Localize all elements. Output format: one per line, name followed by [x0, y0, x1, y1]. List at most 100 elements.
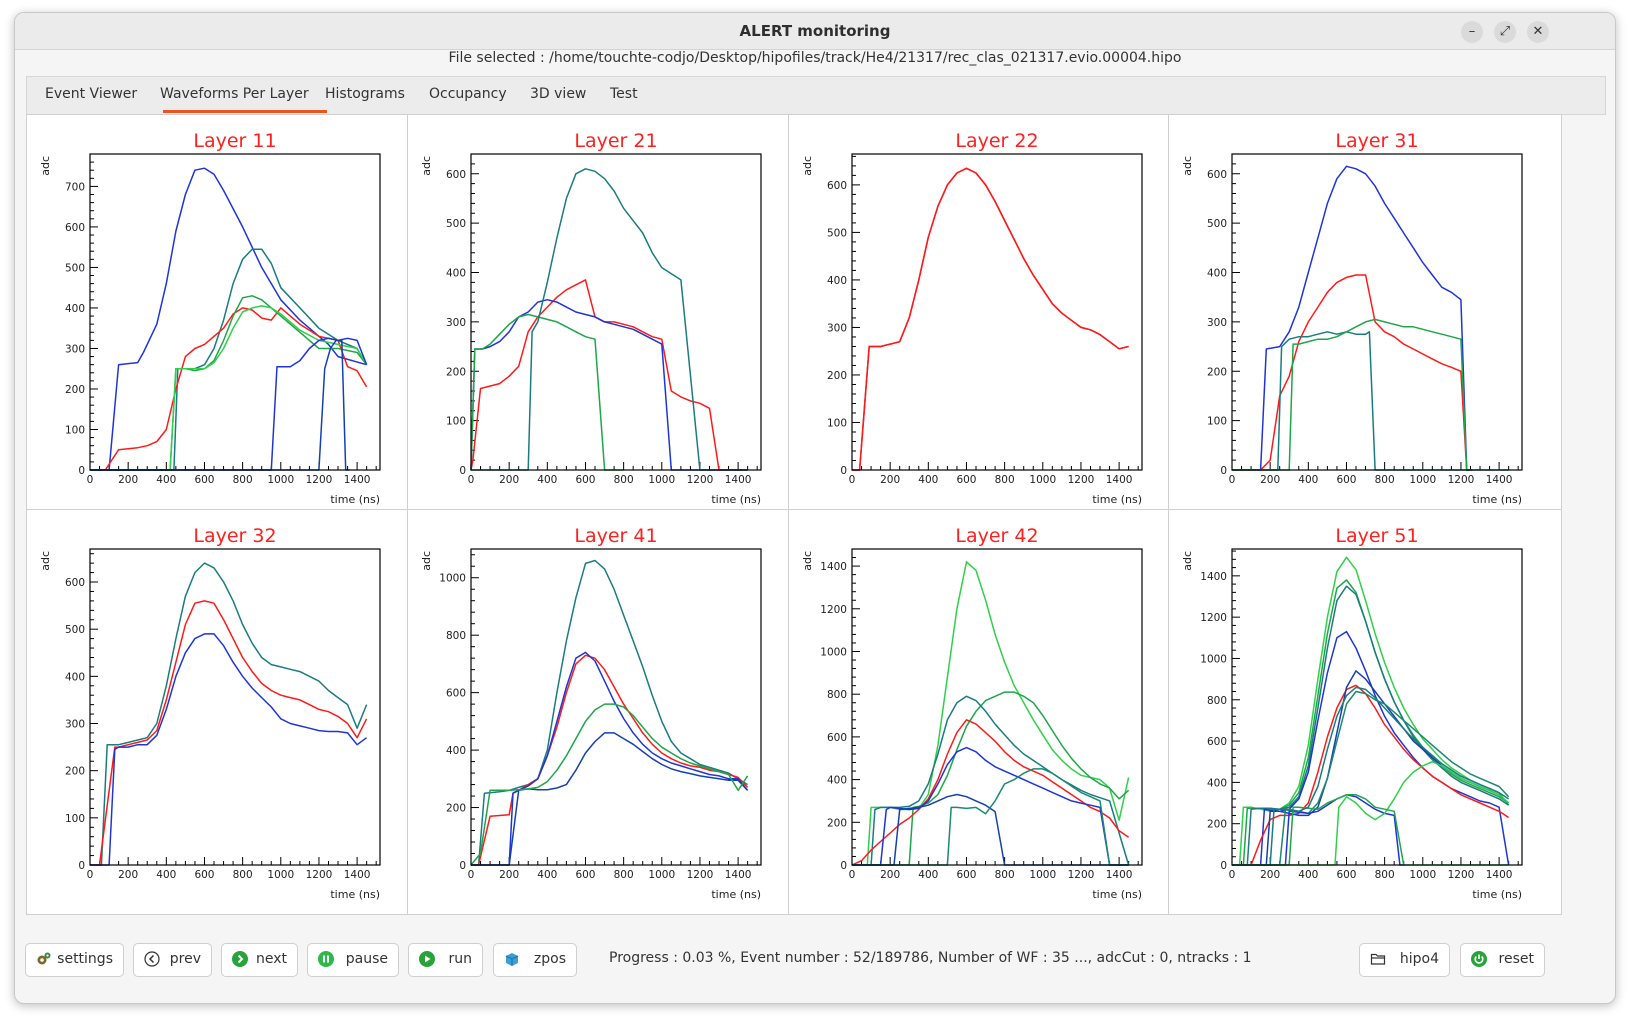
y-tick-label: 100 [65, 424, 85, 436]
series-line-3 [852, 695, 1130, 866]
cube-icon [505, 953, 519, 966]
y-tick-label: 500 [827, 227, 847, 239]
x-tick-label: 400 [156, 474, 176, 486]
y-tick-label: 1000 [439, 573, 466, 585]
x-tick-label: 1000 [1029, 474, 1056, 486]
y-tick-label: 400 [65, 303, 85, 315]
run-button[interactable]: run [408, 943, 483, 977]
chevron-left-icon [144, 951, 160, 967]
tab-occupancy[interactable]: Occupancy [429, 86, 507, 102]
prev-button[interactable]: prev [133, 943, 212, 977]
y-tick-label: 200 [827, 370, 847, 382]
plot-frame [851, 153, 1143, 471]
x-tick-label: 400 [537, 474, 557, 486]
chart-title: Layer 32 [193, 525, 276, 547]
y-tick-label: 700 [65, 181, 85, 193]
tab-3d-view[interactable]: 3D view [530, 86, 587, 102]
reset-button[interactable]: reset [1460, 943, 1545, 977]
maximize-icon[interactable]: ⤢ [1494, 21, 1516, 43]
y-tick-label: 600 [1207, 169, 1227, 181]
chart-panel-layer-11[interactable]: Layer 11 0 200 400 600 800 1000 1200 1400 0 100 200… [26, 114, 420, 520]
x-tick-label: 1200 [1448, 869, 1475, 881]
chart-layer-21: Layer 21 0 200 400 600 800 1000 1200 1400 0 100 200… [420, 130, 762, 506]
tab-histograms[interactable]: Histograms [325, 86, 405, 102]
next-button[interactable]: next [221, 943, 298, 977]
chart-layer-51: Layer 51 0 200 400 600 800 1000 1200 1400 0 200 400… [1181, 525, 1523, 901]
window-title: ALERT monitoring [739, 22, 891, 40]
chart-panel-layer-51[interactable]: Layer 51 0 200 400 600 800 1000 1200 1400 0 200 400… [1168, 509, 1562, 915]
minimize-icon[interactable]: – [1461, 21, 1483, 43]
plot-frame [1231, 153, 1523, 471]
settings-button[interactable]: settings [25, 943, 124, 977]
x-tick-label: 1400 [344, 474, 371, 486]
y-tick-label: 1400 [1200, 571, 1227, 583]
status-text: Progress : 0.03 %, Event number : 52/189… [609, 950, 1252, 966]
tab-waveforms-per-layer[interactable]: Waveforms Per Layer [160, 86, 309, 102]
x-tick-label: 800 [1375, 474, 1395, 486]
play-icon [419, 951, 435, 967]
x-tick-label: 1400 [1486, 474, 1513, 486]
tab-test[interactable]: Test [610, 86, 638, 102]
plot-frame [89, 548, 381, 866]
x-tick-label: 200 [880, 474, 900, 486]
y-tick-label: 0 [78, 860, 85, 872]
hipo4-button[interactable]: hipo4 [1359, 943, 1450, 977]
pause-button[interactable]: pause [307, 943, 399, 977]
series-line-6 [90, 337, 368, 471]
series-line-3 [1232, 331, 1509, 471]
chart-panel-layer-42[interactable]: Layer 42 0 200 400 600 800 1000 1200 1400 0 200 400… [788, 509, 1182, 915]
x-tick-label: 400 [156, 869, 176, 881]
y-tick-label: 300 [65, 719, 85, 731]
y-tick-label: 100 [446, 416, 466, 428]
y-tick-label: 400 [1207, 777, 1227, 789]
series-line-1 [470, 279, 748, 471]
y-tick-label: 400 [827, 275, 847, 287]
x-tick-label: 0 [1229, 869, 1236, 881]
x-tick-label: 1200 [1068, 474, 1095, 486]
tab-bar: Event Viewer Waveforms Per Layer Histogr… [26, 76, 1606, 115]
y-tick-label: 0 [840, 860, 847, 872]
x-tick-label: 1200 [306, 869, 333, 881]
x-tick-label: 0 [468, 474, 475, 486]
series-line-7 [852, 768, 1129, 866]
title-bar: ALERT monitoring – ⤢ ✕ [15, 13, 1615, 50]
zpos-button[interactable]: zpos [493, 943, 577, 977]
y-tick-label: 200 [446, 366, 466, 378]
y-tick-label: 200 [827, 817, 847, 829]
y-tick-label: 400 [65, 671, 85, 683]
x-tick-label: 200 [880, 869, 900, 881]
y-tick-label: 0 [78, 465, 85, 477]
y-tick-label: 200 [446, 803, 466, 815]
x-tick-label: 1200 [306, 474, 333, 486]
file-selected-label: File selected : /home/touchte-codjo/Desk… [448, 50, 1182, 66]
x-tick-label: 200 [1260, 869, 1280, 881]
chart-panel-layer-31[interactable]: Layer 31 0 200 400 600 800 1000 1200 1400 0 100 200… [1168, 114, 1562, 520]
chart-layer-31: Layer 31 0 200 400 600 800 1000 1200 1400 0 100 200… [1181, 130, 1523, 506]
prev-label: prev [169, 951, 201, 967]
chart-panel-layer-21[interactable]: Layer 21 0 200 400 600 800 1000 1200 1400 0 100 200… [407, 114, 801, 520]
series-line-11 [1232, 686, 1510, 866]
chart-panel-layer-41[interactable]: Layer 41 0 200 400 600 800 1000 1200 1400 0 200 400… [407, 509, 801, 915]
y-tick-label: 400 [446, 268, 466, 280]
x-tick-label: 1400 [344, 869, 371, 881]
chart-panel-layer-22[interactable]: Layer 22 0 200 400 600 800 1000 1200 1400 0 100 200… [788, 114, 1182, 520]
chart-panel-layer-32[interactable]: Layer 32 0 200 400 600 800 1000 1200 1400 0 100 200… [26, 509, 420, 915]
chart-title: Layer 22 [955, 130, 1038, 152]
x-tick-label: 1000 [1409, 474, 1436, 486]
y-tick-label: 100 [827, 417, 847, 429]
y-tick-label: 800 [1207, 695, 1227, 707]
tab-event-viewer[interactable]: Event Viewer [45, 86, 138, 102]
x-tick-label: 1400 [1106, 474, 1133, 486]
chart-title: Layer 31 [1335, 130, 1418, 152]
y-tick-label: 500 [65, 262, 85, 274]
y-tick-label: 0 [459, 860, 466, 872]
x-axis-label: time (ns) [1472, 493, 1522, 506]
series-line-5 [90, 305, 368, 471]
chevron-right-icon [232, 951, 248, 967]
x-tick-label: 1000 [1029, 869, 1056, 881]
close-icon[interactable]: ✕ [1527, 21, 1549, 43]
x-tick-label: 1400 [725, 474, 752, 486]
x-tick-label: 800 [233, 474, 253, 486]
y-tick-label: 0 [1220, 860, 1227, 872]
y-tick-label: 600 [1207, 736, 1227, 748]
